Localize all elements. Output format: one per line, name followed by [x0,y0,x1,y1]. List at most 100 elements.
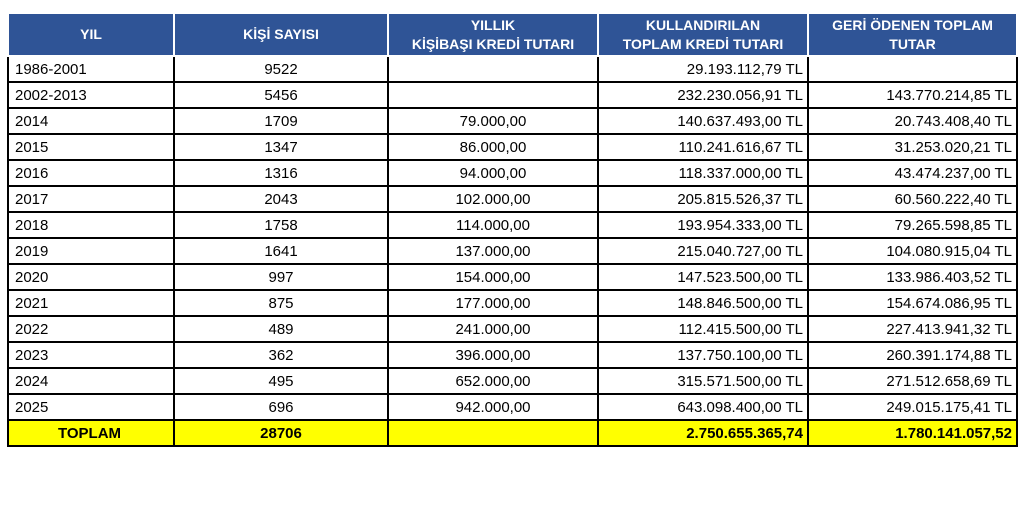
table-body: 1986-2001 9522 29.193.112,79 TL 2002-2013 54… [7,55,1018,421]
cell-per-person-credit: 177.000,00 [387,289,599,317]
credit-statistics-table: YIL KİŞİ SAYISI YILLIK KİŞİBAŞI KREDİ TUTA… [7,12,1018,447]
cell-total-repaid: 31.253.020,21 TL [807,133,1018,161]
cell-total-used-credit: 193.954.333,00 TL [597,211,809,239]
totals-repaid-cell: 1.780.141.057,52 [807,419,1018,447]
cell-per-person-credit [387,81,599,109]
column-header: KİŞİ SAYISI [173,12,389,57]
cell-year: 2014 [7,107,175,135]
cell-per-person-credit: 79.000,00 [387,107,599,135]
cell-total-used-credit: 315.571.500,00 TL [597,367,809,395]
cell-total-used-credit: 215.040.727,00 TL [597,237,809,265]
cell-total-repaid: 60.560.222,40 TL [807,185,1018,213]
table-row: 2015 1347 86.000,00 110.241.616,67 TL 31.253… [7,133,1018,161]
table-row: 1986-2001 9522 29.193.112,79 TL [7,55,1018,83]
cell-year: 2020 [7,263,175,291]
column-header: GERİ ÖDENEN TOPLAM TUTAR [807,12,1018,57]
table-row: 2018 1758 114.000,00 193.954.333,00 TL 79.26… [7,211,1018,239]
cell-year: 2019 [7,237,175,265]
cell-total-repaid: 271.512.658,69 TL [807,367,1018,395]
cell-total-used-credit: 110.241.616,67 TL [597,133,809,161]
cell-per-person-credit: 114.000,00 [387,211,599,239]
column-header: YILLIK KİŞİBAŞI KREDİ TUTARI [387,12,599,57]
table-row: 2025 696 942.000,00 643.098.400,00 TL 249.01… [7,393,1018,421]
cell-total-used-credit: 643.098.400,00 TL [597,393,809,421]
cell-people-count: 362 [173,341,389,369]
cell-per-person-credit: 396.000,00 [387,341,599,369]
totals-per-person-cell [387,419,599,447]
cell-people-count: 696 [173,393,389,421]
cell-people-count: 1641 [173,237,389,265]
cell-per-person-credit: 241.000,00 [387,315,599,343]
cell-people-count: 1347 [173,133,389,161]
credit-statistics-table-wrap: YIL KİŞİ SAYISI YILLIK KİŞİBAŞI KREDİ TUTA… [7,12,1018,447]
cell-year: 2023 [7,341,175,369]
cell-total-repaid [807,55,1018,83]
table-row: 2014 1709 79.000,00 140.637.493,00 TL 20.743… [7,107,1018,135]
cell-total-repaid: 260.391.174,88 TL [807,341,1018,369]
cell-per-person-credit: 942.000,00 [387,393,599,421]
cell-total-used-credit: 148.846.500,00 TL [597,289,809,317]
cell-per-person-credit: 137.000,00 [387,237,599,265]
cell-people-count: 1709 [173,107,389,135]
cell-year: 2022 [7,315,175,343]
cell-people-count: 495 [173,367,389,395]
cell-year: 2016 [7,159,175,187]
totals-row: TOPLAM 28706 2.750.655.365,74 1.780.141.… [7,419,1018,447]
header-row: YIL KİŞİ SAYISI YILLIK KİŞİBAŞI KREDİ TUTA… [7,12,1018,57]
table-row: 2019 1641 137.000,00 215.040.727,00 TL 104.0… [7,237,1018,265]
table-row: 2020 997 154.000,00 147.523.500,00 TL 133.98… [7,263,1018,291]
cell-per-person-credit: 652.000,00 [387,367,599,395]
cell-people-count: 2043 [173,185,389,213]
cell-total-repaid: 20.743.408,40 TL [807,107,1018,135]
cell-year: 2002-2013 [7,81,175,109]
cell-people-count: 1316 [173,159,389,187]
cell-total-used-credit: 147.523.500,00 TL [597,263,809,291]
cell-per-person-credit: 154.000,00 [387,263,599,291]
cell-total-used-credit: 140.637.493,00 TL [597,107,809,135]
cell-people-count: 5456 [173,81,389,109]
cell-total-used-credit: 29.193.112,79 TL [597,55,809,83]
cell-per-person-credit [387,55,599,83]
cell-people-count: 1758 [173,211,389,239]
cell-total-repaid: 133.986.403,52 TL [807,263,1018,291]
cell-people-count: 997 [173,263,389,291]
cell-year: 2021 [7,289,175,317]
table-row: 2022 489 241.000,00 112.415.500,00 TL 227.41… [7,315,1018,343]
table-row: 2021 875 177.000,00 148.846.500,00 TL 154.67… [7,289,1018,317]
cell-people-count: 9522 [173,55,389,83]
totals-people-cell: 28706 [173,419,389,447]
cell-total-repaid: 104.080.915,04 TL [807,237,1018,265]
cell-year: 1986-2001 [7,55,175,83]
cell-total-repaid: 143.770.214,85 TL [807,81,1018,109]
cell-people-count: 489 [173,315,389,343]
cell-total-repaid: 79.265.598,85 TL [807,211,1018,239]
cell-year: 2017 [7,185,175,213]
cell-total-used-credit: 137.750.100,00 TL [597,341,809,369]
cell-per-person-credit: 94.000,00 [387,159,599,187]
totals-label-cell: TOPLAM [7,419,175,447]
cell-total-repaid: 43.474.237,00 TL [807,159,1018,187]
table-header: YIL KİŞİ SAYISI YILLIK KİŞİBAŞI KREDİ TUTA… [7,12,1018,57]
cell-total-repaid: 249.015.175,41 TL [807,393,1018,421]
cell-total-used-credit: 232.230.056,91 TL [597,81,809,109]
table-row: 2016 1316 94.000,00 118.337.000,00 TL 43.474… [7,159,1018,187]
table-row: 2023 362 396.000,00 137.750.100,00 TL 260.39… [7,341,1018,369]
totals-row-body: TOPLAM 28706 2.750.655.365,74 1.780.141.… [7,419,1018,447]
table-row: 2017 2043 102.000,00 205.815.526,37 TL 60.56… [7,185,1018,213]
table-row: 2024 495 652.000,00 315.571.500,00 TL 271.51… [7,367,1018,395]
cell-year: 2015 [7,133,175,161]
cell-total-repaid: 227.413.941,32 TL [807,315,1018,343]
cell-total-repaid: 154.674.086,95 TL [807,289,1018,317]
table-row: 2002-2013 5456 232.230.056,91 TL 143.770.21… [7,81,1018,109]
column-header: YIL [7,12,175,57]
column-header: KULLANDIRILAN TOPLAM KREDİ TUTARI [597,12,809,57]
cell-per-person-credit: 86.000,00 [387,133,599,161]
cell-total-used-credit: 118.337.000,00 TL [597,159,809,187]
cell-total-used-credit: 205.815.526,37 TL [597,185,809,213]
cell-year: 2024 [7,367,175,395]
totals-used-credit-cell: 2.750.655.365,74 [597,419,809,447]
cell-year: 2018 [7,211,175,239]
cell-people-count: 875 [173,289,389,317]
cell-year: 2025 [7,393,175,421]
